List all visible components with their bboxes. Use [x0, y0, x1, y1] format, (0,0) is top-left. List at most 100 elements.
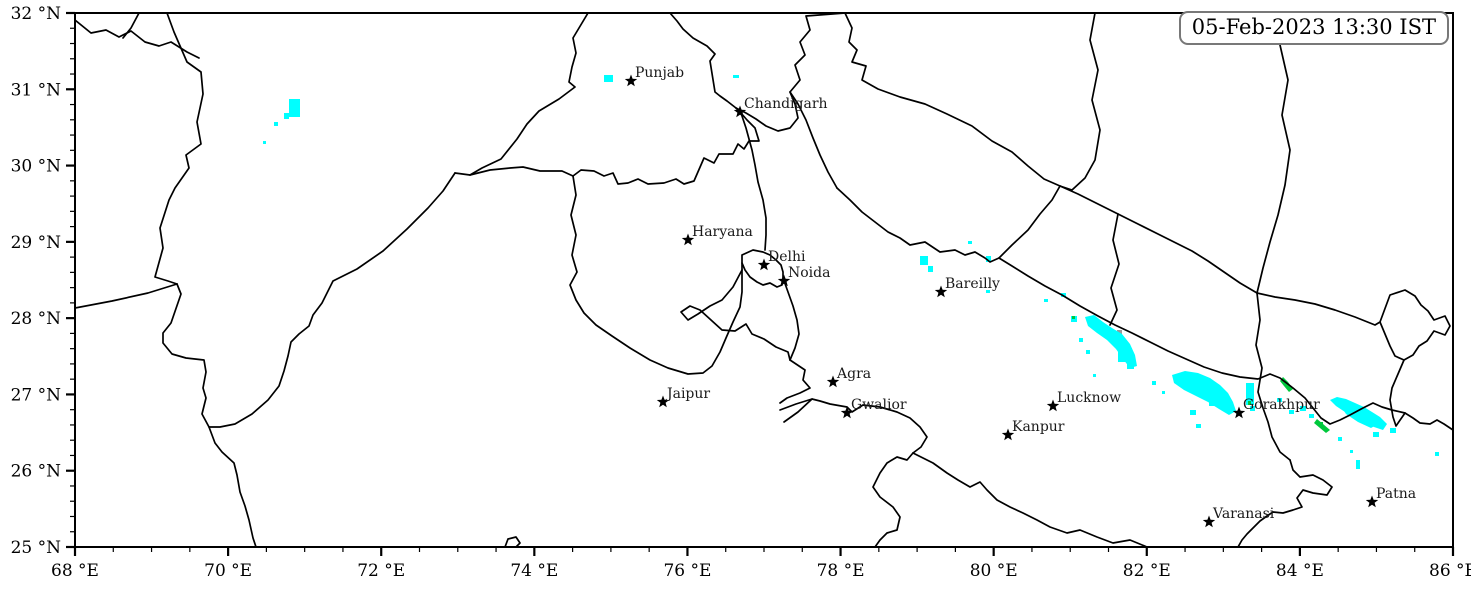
precip-patch	[1086, 350, 1090, 354]
precip-patch	[1277, 398, 1282, 402]
x-tick-label: 84 °E	[1276, 561, 1324, 581]
y-tick-label: 26 °N	[11, 462, 62, 482]
precip-patch	[920, 256, 928, 265]
precip-patch	[1072, 316, 1075, 319]
x-tick-label: 86 °E	[1429, 561, 1471, 581]
state-boundary-line	[154, 13, 204, 285]
x-tick-label: 76 °E	[663, 561, 711, 581]
precip-patch	[1162, 391, 1165, 394]
precip-patch	[986, 256, 991, 262]
timestamp-label: 05-Feb-2023 13:30 IST	[1191, 15, 1436, 39]
city-star-marker	[1046, 399, 1060, 412]
state-boundary-line	[569, 175, 743, 375]
state-boundary-line	[779, 398, 928, 454]
state-boundary-line	[669, 13, 737, 109]
city: Jaipur	[656, 386, 710, 408]
city-label: Noida	[788, 265, 830, 281]
city-label: Chandigarh	[744, 96, 828, 112]
y-tick-label: 30 °N	[11, 157, 62, 177]
timestamp-badge: 05-Feb-2023 13:30 IST	[1178, 11, 1449, 45]
state-boundary-line	[998, 185, 1061, 259]
y-tick-label: 27 °N	[11, 385, 62, 405]
state-boundary-line	[1059, 185, 1451, 361]
precip-patch	[284, 113, 289, 119]
precip-patch	[1178, 378, 1231, 408]
precip-patch	[1300, 406, 1306, 411]
city-star-marker	[656, 395, 670, 408]
state-boundary-line	[680, 269, 791, 361]
city-star-marker	[934, 285, 948, 298]
city-star-marker	[777, 274, 791, 287]
state-boundary-line	[1255, 292, 1291, 461]
precip-patch	[1435, 452, 1439, 456]
city: Noida	[777, 265, 830, 287]
x-tick-label: 80 °E	[970, 561, 1018, 581]
city-label: Kanpur	[1012, 419, 1065, 435]
state-boundary-line	[782, 277, 800, 361]
precip-patch	[1248, 401, 1251, 405]
precip-patch	[1190, 410, 1196, 415]
city-star-marker	[733, 105, 747, 118]
precip-patch	[274, 122, 278, 126]
city-label: Gwalior	[851, 397, 907, 413]
state-boundary-line	[789, 91, 838, 189]
state-boundary-line	[783, 398, 813, 423]
precip-patch	[1246, 383, 1254, 405]
city-label: Agra	[836, 366, 871, 382]
city-star-marker	[1365, 495, 1379, 508]
city-star-marker	[840, 406, 854, 419]
city-label: Delhi	[768, 249, 806, 265]
axis-y: 25 °N 26 °N 27 °N 28 °N 29 °N 30 °N 31 °N 32 °N	[11, 4, 75, 558]
state-boundary-line	[844, 13, 1061, 187]
y-tick-label: 25 °N	[11, 538, 62, 558]
city-label: Punjab	[635, 65, 684, 81]
precip-patch	[1289, 410, 1294, 414]
state-boundary-line	[504, 536, 521, 547]
precip-patch	[604, 75, 613, 82]
x-tick-label: 70 °E	[204, 561, 252, 581]
precip-patch	[928, 266, 933, 272]
state-boundary-line	[162, 283, 257, 547]
state-boundary-line	[122, 13, 140, 39]
state-boundary-line	[735, 13, 846, 132]
map-boundaries	[75, 13, 1453, 547]
city-label: Varanasi	[1212, 506, 1275, 522]
city-label: Patna	[1376, 486, 1416, 502]
precip-patch	[1309, 414, 1314, 418]
precip-patch	[1117, 330, 1122, 334]
precip-patch	[1350, 450, 1353, 453]
city-label: Gorakhpur	[1243, 397, 1320, 413]
x-tick-label: 74 °E	[510, 561, 558, 581]
x-tick-label: 82 °E	[1123, 561, 1171, 581]
precip-patch	[1373, 432, 1379, 437]
city-star-marker	[757, 258, 771, 271]
state-boundary-line	[998, 257, 1453, 431]
state-boundary-line	[1256, 13, 1291, 294]
state-boundary-line	[75, 19, 200, 59]
city: Gwalior	[840, 397, 907, 419]
state-boundary-line	[469, 107, 760, 185]
city-star-marker	[826, 375, 840, 388]
x-tick-label: 72 °E	[357, 561, 405, 581]
city: Gorakhpur	[1232, 397, 1320, 419]
city: Kanpur	[1001, 419, 1065, 441]
precip-patch	[1196, 424, 1201, 428]
y-tick-label: 31 °N	[11, 80, 62, 100]
precip-patch	[1093, 374, 1096, 377]
state-boundary-line	[740, 112, 767, 251]
city-label: Jaipur	[665, 386, 710, 402]
city: Delhi	[757, 249, 806, 271]
precip-patch	[1338, 437, 1342, 441]
city: Haryana	[681, 224, 753, 246]
city: Patna	[1365, 486, 1416, 508]
state-boundary-line	[1109, 213, 1120, 326]
city: Chandigarh	[733, 96, 828, 118]
city-star-marker	[1001, 428, 1015, 441]
state-boundary-line	[836, 187, 1000, 263]
precip-patch	[733, 75, 739, 78]
precip-patch	[1085, 315, 1137, 368]
state-boundary-line	[1237, 459, 1333, 547]
precip-layer	[263, 75, 1439, 469]
